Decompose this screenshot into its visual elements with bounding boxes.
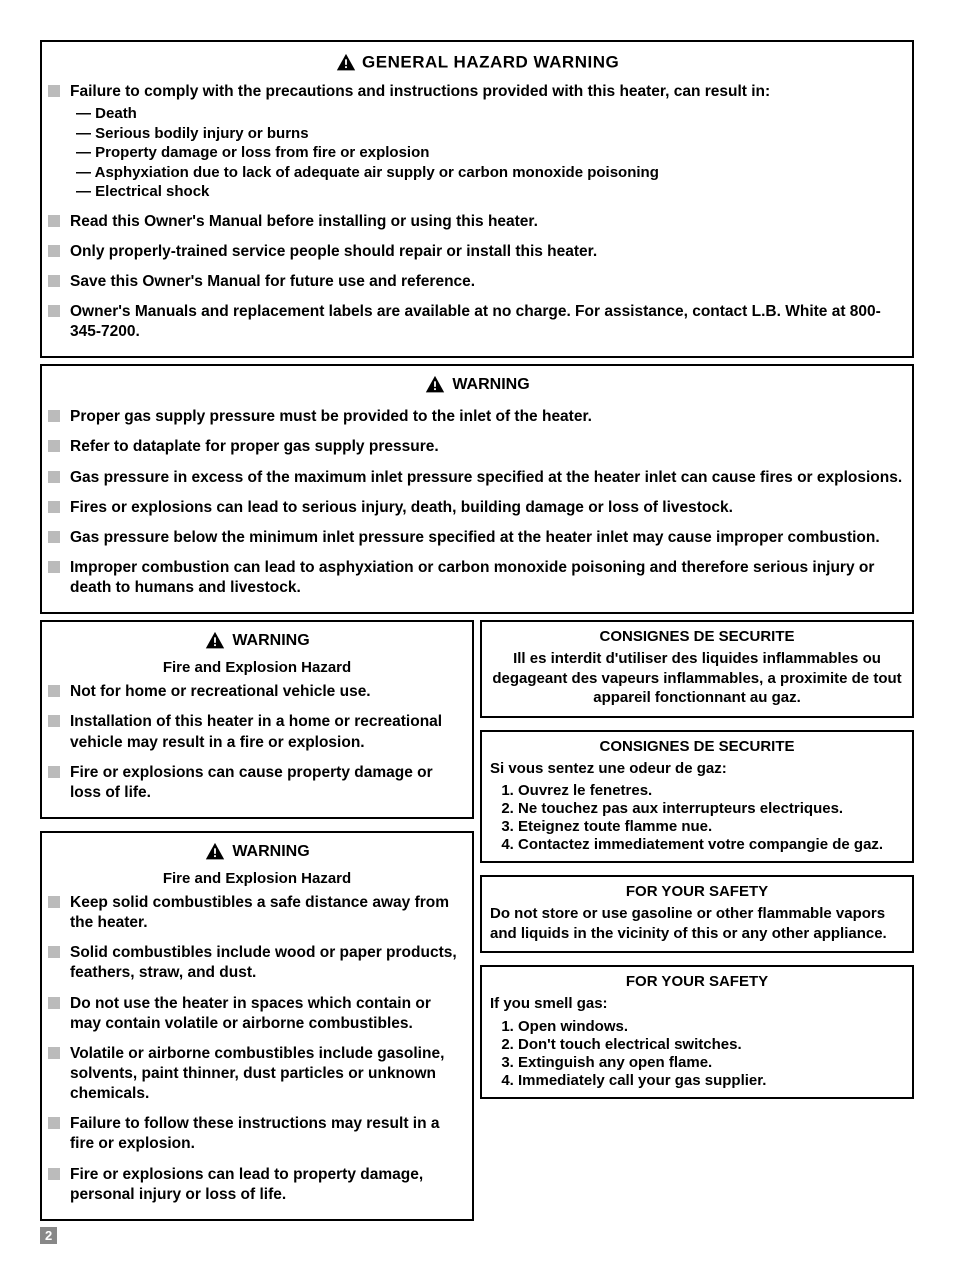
left2-list: Keep solid combustibles a safe distance … (48, 893, 466, 1205)
left1-list: Not for home or recreational vehicle use… (48, 682, 466, 803)
safety-box-1: FOR YOUR SAFETY Do not store or use gaso… (480, 875, 914, 953)
box1-item: Only properly-trained service people sho… (48, 242, 906, 262)
warning-icon (204, 630, 226, 652)
right1-body: Ill es interdit d'utiliser des liquides … (490, 649, 904, 708)
list-item: Ouvrez le fenetres. (518, 782, 906, 799)
sub-item: Electrical shock (76, 182, 906, 202)
box2-item: Gas pressure in excess of the maximum in… (48, 468, 906, 488)
list-item: Solid combustibles include wood or paper… (48, 943, 466, 983)
right3-body: Do not store or use gasoline or other fl… (490, 904, 904, 943)
list-item: Installation of this heater in a home or… (48, 712, 466, 752)
right2-list: Ouvrez le fenetres. Ne touchez pas aux i… (502, 782, 906, 853)
box1-item: Owner's Manuals and replacement labels a… (48, 302, 906, 342)
pressure-warning-box: WARNING Proper gas supply pressure must … (40, 364, 914, 614)
list-item: Immediately call your gas supplier. (518, 1072, 906, 1089)
left2-subtitle: Fire and Explosion Hazard (48, 870, 466, 887)
box1-title: GENERAL HAZARD WARNING (362, 52, 619, 71)
warning-icon (424, 374, 446, 396)
consignes-box-2: CONSIGNES DE SECURITE Si vous sentez une… (480, 730, 914, 864)
sub-item: Serious bodily injury or burns (76, 124, 906, 144)
box1-item: Read this Owner's Manual before installi… (48, 212, 906, 232)
sub-item: Death (76, 104, 906, 124)
list-item: Open windows. (518, 1018, 906, 1035)
box2-title: WARNING (452, 376, 529, 394)
sub-item: Asphyxiation due to lack of adequate air… (76, 163, 906, 183)
list-item: Don't touch electrical switches. (518, 1036, 906, 1053)
left2-title: WARNING (232, 843, 309, 861)
consignes-box-1: CONSIGNES DE SECURITE Ill es interdit d'… (480, 620, 914, 718)
fire-hazard-box-1: WARNING Fire and Explosion Hazard Not fo… (40, 620, 474, 819)
right-column: CONSIGNES DE SECURITE Ill es interdit d'… (480, 620, 914, 1227)
box2-item: Proper gas supply pressure must be provi… (48, 407, 906, 427)
box1-title-row: GENERAL HAZARD WARNING (48, 52, 906, 74)
left1-title-row: WARNING (204, 630, 309, 652)
left2-title-row: WARNING (204, 841, 309, 863)
two-column-row: WARNING Fire and Explosion Hazard Not fo… (40, 620, 914, 1227)
list-item: Failure to follow these instructions may… (48, 1114, 466, 1154)
right2-intro: Si vous sentez une odeur de gaz: (490, 759, 904, 779)
list-item: Volatile or airborne combustibles includ… (48, 1044, 466, 1104)
left-column: WARNING Fire and Explosion Hazard Not fo… (40, 620, 474, 1227)
left1-subtitle: Fire and Explosion Hazard (48, 659, 466, 676)
list-item: Extinguish any open flame. (518, 1054, 906, 1071)
warning-icon (204, 841, 226, 863)
safety-box-2: FOR YOUR SAFETY If you smell gas: Open w… (480, 965, 914, 1099)
right4-list: Open windows. Don't touch electrical swi… (502, 1018, 906, 1089)
list-item: Not for home or recreational vehicle use… (48, 682, 466, 702)
list-item: Fire or explosions can cause property da… (48, 763, 466, 803)
left1-title: WARNING (232, 632, 309, 650)
list-item: Fire or explosions can lead to property … (48, 1165, 466, 1205)
right3-title: FOR YOUR SAFETY (488, 883, 906, 900)
list-item: Do not use the heater in spaces which co… (48, 994, 466, 1034)
right4-intro: If you smell gas: (490, 994, 904, 1014)
warning-icon (335, 52, 357, 74)
fire-hazard-box-2: WARNING Fire and Explosion Hazard Keep s… (40, 831, 474, 1221)
box2-title-row: WARNING (424, 374, 529, 396)
general-hazard-box: GENERAL HAZARD WARNING Failure to comply… (40, 40, 914, 358)
list-item: Keep solid combustibles a safe distance … (48, 893, 466, 933)
right2-title: CONSIGNES DE SECURITE (488, 738, 906, 755)
box2-item: Improper combustion can lead to asphyxia… (48, 558, 906, 598)
box1-item: Save this Owner's Manual for future use … (48, 272, 906, 292)
list-item: Eteignez toute flamme nue. (518, 818, 906, 835)
box1-item: Failure to comply with the precautions a… (48, 82, 906, 202)
box2-item: Fires or explosions can lead to serious … (48, 498, 906, 518)
box2-item: Gas pressure below the minimum inlet pre… (48, 528, 906, 548)
right4-title: FOR YOUR SAFETY (488, 973, 906, 990)
box2-item: Refer to dataplate for proper gas supply… (48, 437, 906, 457)
box1-list: Failure to comply with the precautions a… (48, 82, 906, 342)
sub-item: Property damage or loss from fire or exp… (76, 143, 906, 163)
list-item: Ne touchez pas aux interrupteurs electri… (518, 800, 906, 817)
list-item: Contactez immediatement votre compangie … (518, 836, 906, 853)
right1-title: CONSIGNES DE SECURITE (488, 628, 906, 645)
box1-sublist: Death Serious bodily injury or burns Pro… (76, 104, 906, 202)
page-number: 2 (40, 1227, 57, 1244)
box2-list: Proper gas supply pressure must be provi… (48, 407, 906, 598)
